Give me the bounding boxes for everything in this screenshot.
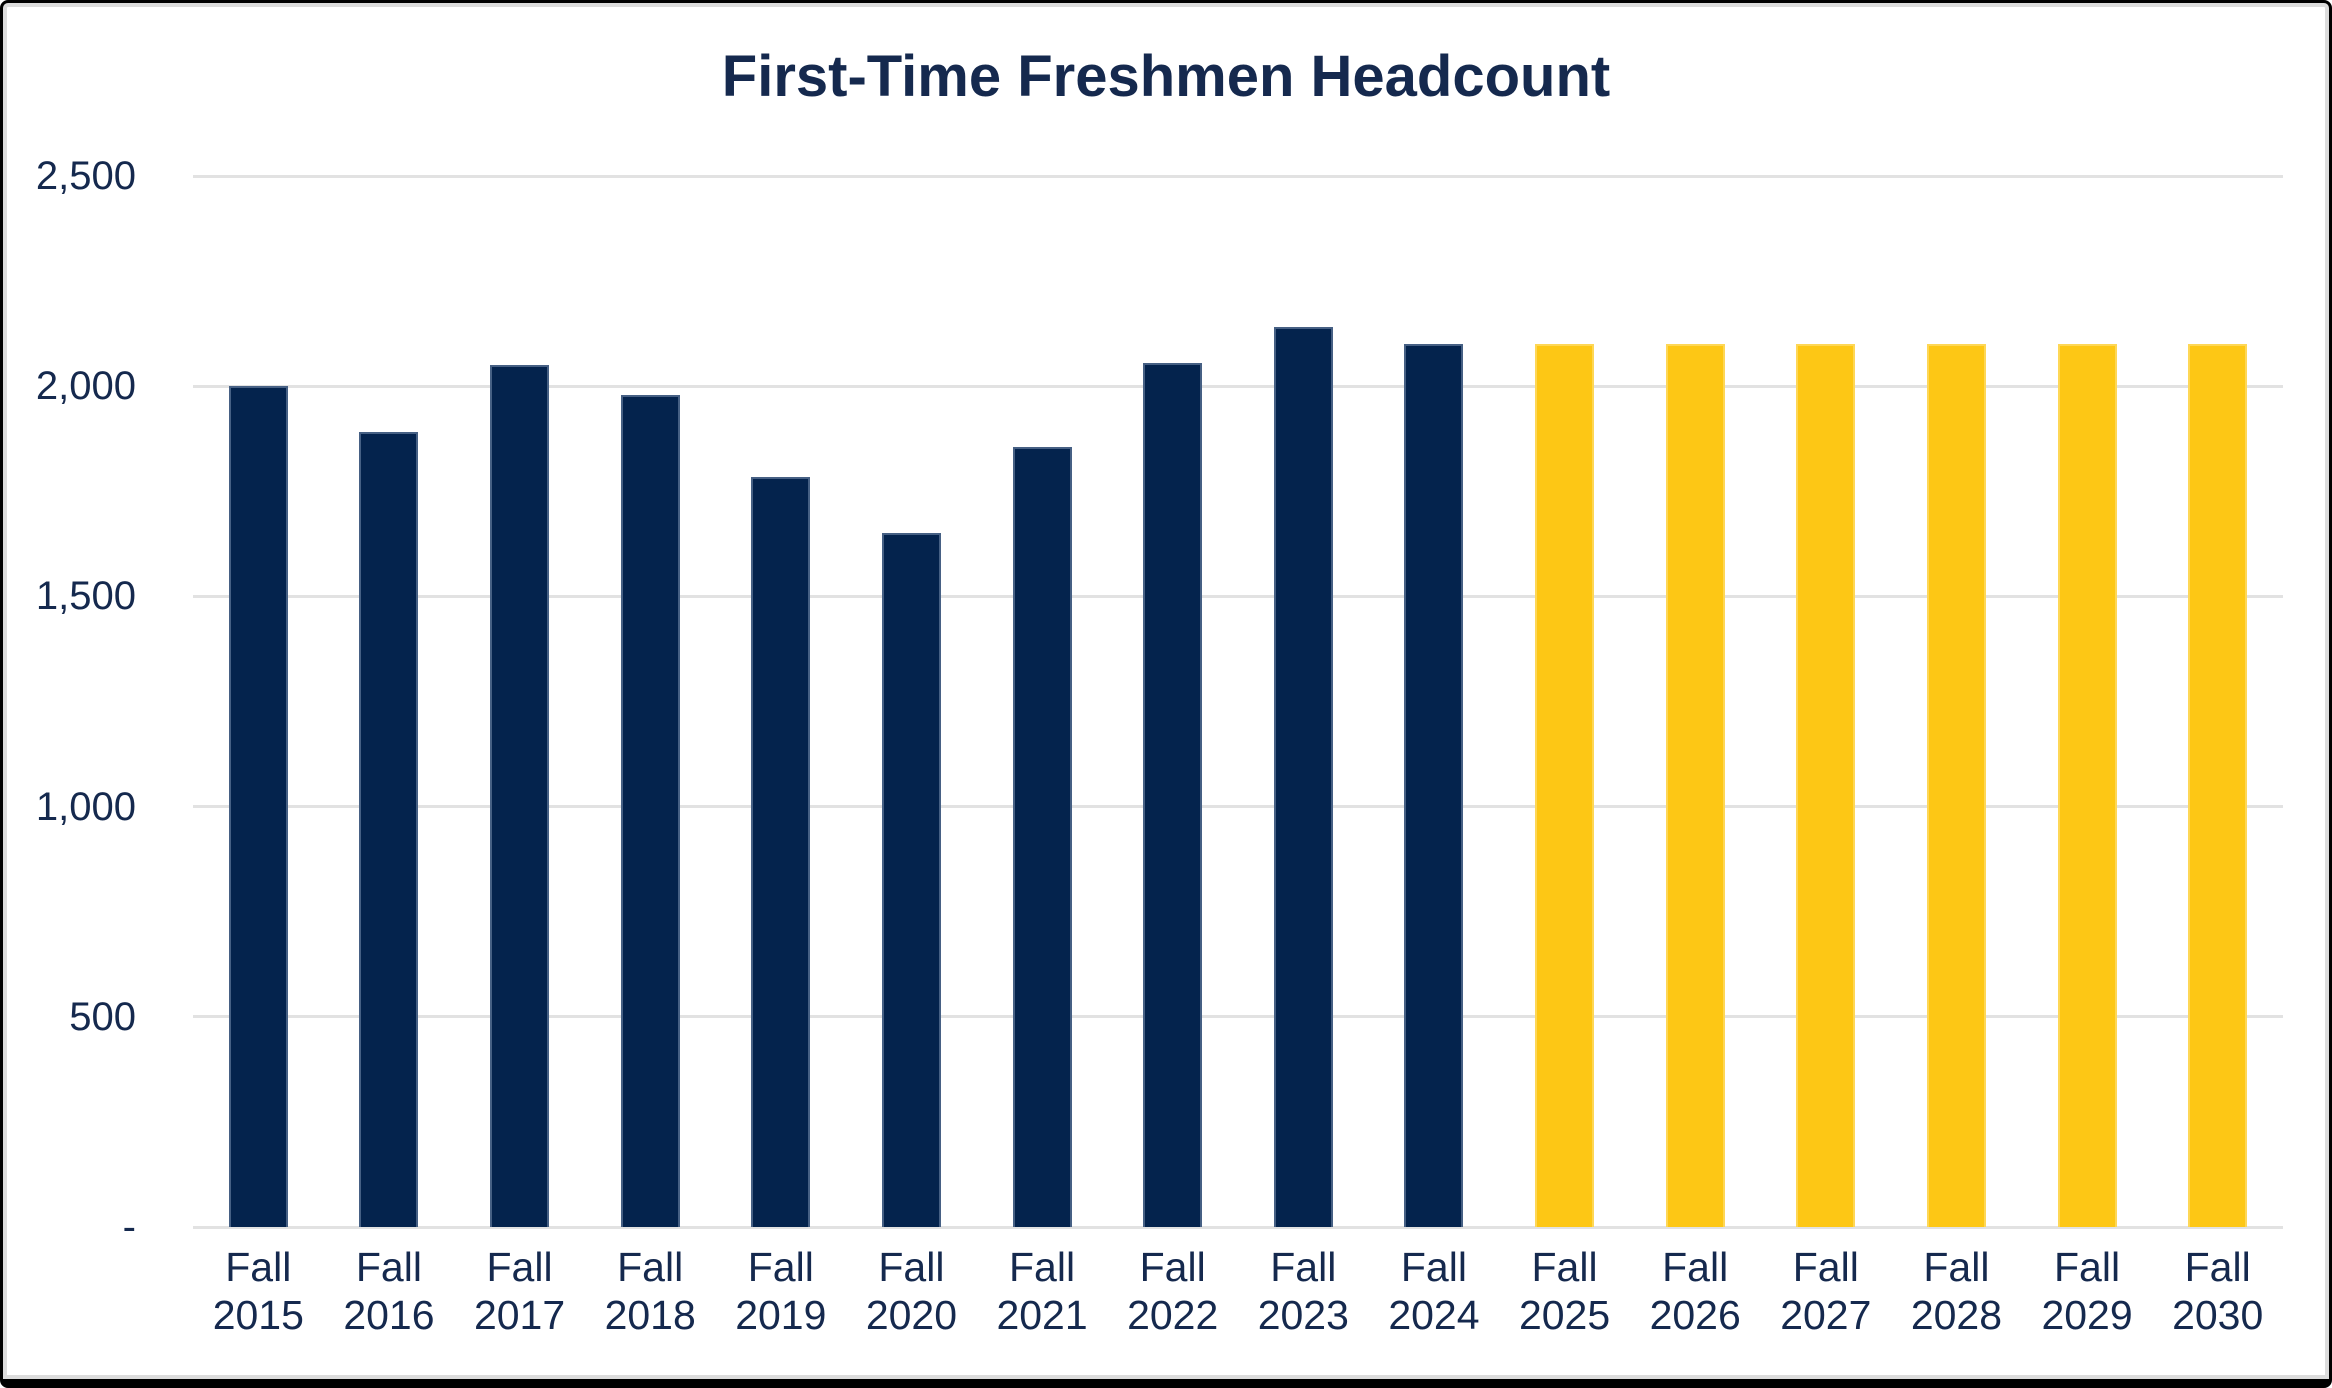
gridline-500 bbox=[193, 1015, 2283, 1019]
gridline-2000 bbox=[193, 384, 2283, 388]
bar-fall-2023 bbox=[1273, 327, 1333, 1227]
bar-fall-2019 bbox=[751, 476, 811, 1227]
x-tick-label-fall-2023: Fall 2023 bbox=[1257, 1244, 1349, 1338]
gridline-1500 bbox=[193, 594, 2283, 598]
x-tick-label-fall-2027: Fall 2027 bbox=[1780, 1244, 1872, 1338]
bar-fall-2017 bbox=[490, 365, 550, 1227]
bar-fall-2027 bbox=[1796, 344, 1856, 1227]
x-tick-label-fall-2025: Fall 2025 bbox=[1518, 1244, 1611, 1338]
y-tick-label-1000: 1,000 bbox=[35, 784, 136, 829]
x-tick-label-fall-2015: Fall 2015 bbox=[212, 1244, 304, 1338]
bar-fall-2018 bbox=[620, 394, 680, 1227]
bar-fall-2022 bbox=[1143, 363, 1203, 1227]
x-tick-label-fall-2016: Fall 2016 bbox=[343, 1244, 435, 1338]
chart-title: First-Time Freshmen Headcount bbox=[721, 44, 1611, 109]
gridline-2500 bbox=[193, 174, 2283, 178]
y-tick-label-1500: 1,500 bbox=[35, 574, 136, 619]
bar-fall-2024 bbox=[1404, 344, 1464, 1227]
x-tick-label-fall-2028: Fall 2028 bbox=[1910, 1244, 2003, 1338]
x-tick-label-fall-2019: Fall 2019 bbox=[735, 1244, 827, 1338]
bar-fall-2028 bbox=[1926, 344, 1986, 1227]
bar-fall-2030 bbox=[2188, 344, 2248, 1227]
x-tick-label-fall-2017: Fall 2017 bbox=[473, 1244, 566, 1338]
bar-fall-2025 bbox=[1535, 344, 1595, 1227]
bar-fall-2015 bbox=[228, 386, 288, 1227]
gridline-1000 bbox=[193, 805, 2283, 809]
gridline-0 bbox=[193, 1225, 2283, 1229]
x-tick-label-fall-2020: Fall 2020 bbox=[865, 1244, 958, 1338]
x-tick-label-fall-2030: Fall 2030 bbox=[2172, 1244, 2264, 1338]
y-tick-label-0: - bbox=[122, 1205, 136, 1249]
bar-fall-2029 bbox=[2057, 344, 2117, 1227]
x-tick-label-fall-2022: Fall 2022 bbox=[1127, 1244, 1219, 1338]
bar-fall-2016 bbox=[359, 432, 419, 1227]
x-tick-label-fall-2026: Fall 2026 bbox=[1649, 1244, 1741, 1338]
x-tick-label-fall-2029: Fall 2029 bbox=[2041, 1244, 2133, 1338]
bar-fall-2021 bbox=[1012, 447, 1072, 1227]
bar-fall-2026 bbox=[1665, 344, 1725, 1227]
y-tick-label-2500: 2,500 bbox=[35, 154, 136, 198]
bar-fall-2020 bbox=[881, 533, 941, 1227]
y-tick-label-2000: 2,000 bbox=[35, 364, 136, 409]
y-tick-label-500: 500 bbox=[69, 994, 136, 1039]
x-tick-label-fall-2018: Fall 2018 bbox=[604, 1244, 696, 1338]
x-tick-label-fall-2021: Fall 2021 bbox=[996, 1244, 1088, 1338]
x-tick-label-fall-2024: Fall 2024 bbox=[1388, 1244, 1480, 1338]
